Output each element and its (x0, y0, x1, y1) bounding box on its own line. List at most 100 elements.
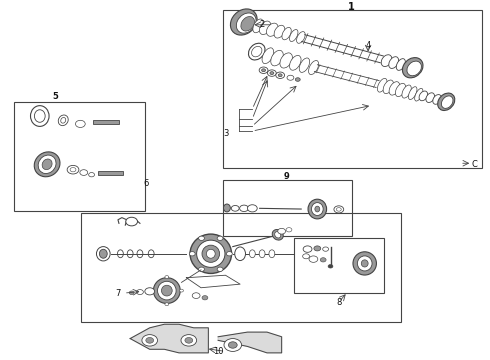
Ellipse shape (158, 281, 176, 300)
Circle shape (181, 334, 196, 346)
Circle shape (129, 291, 134, 294)
Ellipse shape (223, 204, 230, 212)
Ellipse shape (383, 80, 393, 94)
Circle shape (165, 276, 169, 278)
Ellipse shape (389, 82, 400, 95)
Ellipse shape (148, 250, 154, 258)
Ellipse shape (282, 27, 291, 40)
Ellipse shape (153, 278, 180, 303)
Ellipse shape (267, 23, 278, 36)
Ellipse shape (377, 78, 387, 92)
Ellipse shape (118, 250, 123, 258)
Ellipse shape (357, 256, 372, 271)
Ellipse shape (202, 245, 220, 262)
Circle shape (165, 303, 169, 306)
Ellipse shape (253, 19, 263, 33)
Text: 10: 10 (213, 347, 223, 356)
Circle shape (328, 265, 333, 268)
Ellipse shape (438, 93, 455, 111)
Ellipse shape (260, 21, 271, 35)
Circle shape (286, 228, 292, 232)
Circle shape (231, 206, 239, 211)
Ellipse shape (259, 250, 265, 258)
Circle shape (192, 293, 200, 298)
Circle shape (276, 72, 285, 78)
Ellipse shape (308, 199, 327, 219)
Ellipse shape (309, 60, 318, 75)
Text: 6: 6 (144, 180, 149, 189)
Circle shape (70, 167, 76, 172)
Circle shape (228, 342, 237, 348)
Text: 3: 3 (224, 129, 229, 138)
Circle shape (80, 170, 88, 175)
Ellipse shape (190, 234, 232, 274)
Ellipse shape (396, 59, 405, 70)
Ellipse shape (299, 58, 310, 72)
Ellipse shape (236, 13, 256, 33)
Ellipse shape (99, 249, 107, 258)
Text: 9: 9 (283, 172, 289, 181)
Circle shape (268, 70, 276, 76)
Circle shape (323, 247, 329, 251)
Circle shape (320, 258, 326, 262)
Ellipse shape (42, 159, 52, 170)
Text: 7: 7 (115, 289, 121, 298)
Ellipse shape (34, 152, 60, 177)
Circle shape (150, 289, 154, 292)
Ellipse shape (127, 250, 133, 258)
Bar (14, 102, 145, 211)
Bar (223, 180, 352, 236)
Text: 8: 8 (336, 298, 342, 307)
Ellipse shape (381, 55, 392, 67)
Ellipse shape (353, 252, 376, 275)
Ellipse shape (419, 91, 428, 101)
Circle shape (247, 205, 257, 212)
Circle shape (278, 228, 286, 234)
Ellipse shape (271, 50, 283, 66)
Circle shape (240, 205, 248, 212)
Circle shape (75, 120, 85, 127)
Ellipse shape (262, 48, 274, 64)
Bar (98, 171, 123, 175)
Ellipse shape (290, 55, 301, 70)
Text: 4: 4 (366, 41, 371, 50)
Bar (93, 120, 120, 124)
Ellipse shape (433, 95, 441, 104)
Ellipse shape (272, 230, 283, 240)
Circle shape (217, 267, 223, 271)
Ellipse shape (58, 115, 68, 126)
Ellipse shape (290, 30, 298, 41)
Circle shape (336, 208, 341, 211)
Ellipse shape (61, 117, 66, 123)
Circle shape (270, 72, 274, 75)
Circle shape (278, 74, 282, 77)
Circle shape (67, 165, 79, 174)
Ellipse shape (269, 250, 275, 258)
Ellipse shape (241, 17, 254, 31)
Circle shape (303, 254, 310, 259)
Text: C: C (472, 160, 478, 169)
Ellipse shape (389, 57, 398, 68)
Text: 5: 5 (52, 92, 58, 101)
Circle shape (146, 337, 154, 343)
Ellipse shape (361, 260, 368, 267)
Circle shape (126, 217, 138, 226)
Ellipse shape (280, 53, 293, 68)
Ellipse shape (251, 46, 262, 57)
Bar (294, 238, 384, 293)
Circle shape (185, 337, 193, 343)
Circle shape (287, 75, 294, 80)
Circle shape (262, 69, 266, 72)
Circle shape (295, 78, 300, 81)
Ellipse shape (161, 285, 172, 296)
Ellipse shape (230, 9, 257, 35)
Ellipse shape (38, 155, 56, 174)
Ellipse shape (196, 240, 225, 267)
Ellipse shape (312, 203, 323, 216)
Ellipse shape (274, 25, 285, 38)
Ellipse shape (34, 110, 45, 122)
Circle shape (189, 252, 195, 256)
Circle shape (314, 246, 321, 251)
Ellipse shape (441, 96, 453, 108)
Polygon shape (218, 332, 282, 353)
